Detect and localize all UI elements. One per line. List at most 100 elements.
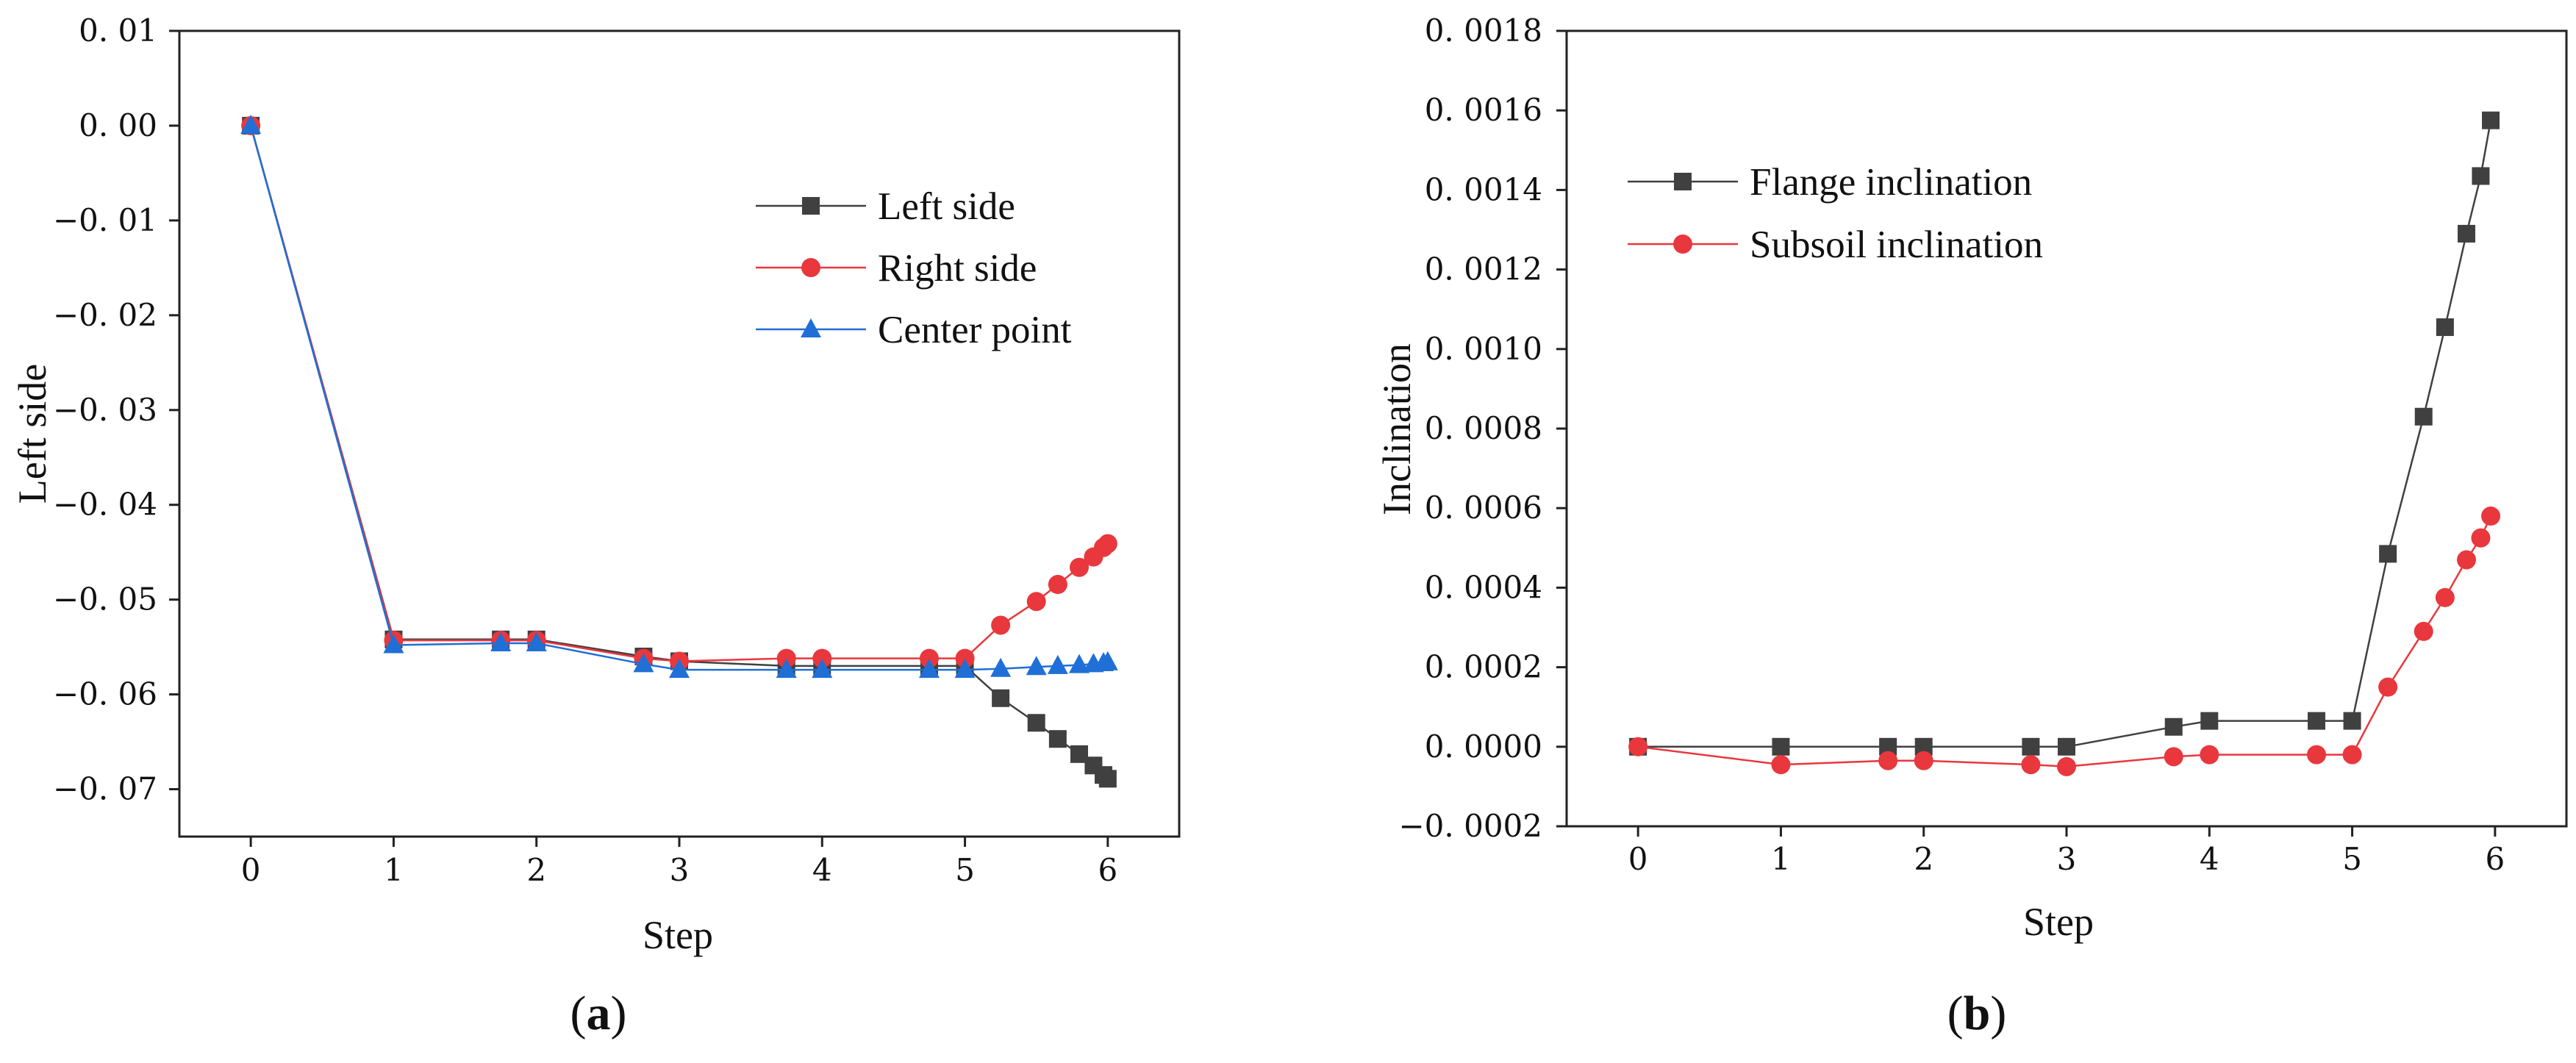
data-point bbox=[2308, 712, 2325, 730]
legend-marker bbox=[1673, 235, 1692, 254]
data-point bbox=[1070, 557, 1089, 577]
x-tick-label: 6 bbox=[1098, 852, 1117, 888]
x-tick-label: 3 bbox=[670, 852, 690, 888]
y-tick-label: −0. 05 bbox=[53, 581, 157, 618]
legend: Left side Right side Center point bbox=[756, 185, 1072, 351]
data-point bbox=[2471, 528, 2491, 548]
data-point bbox=[991, 615, 1011, 635]
series-subsoil-inclination bbox=[1628, 507, 2501, 776]
y-tick-label: 0. 0004 bbox=[1425, 569, 1542, 605]
y-tick-label: −0. 07 bbox=[53, 771, 157, 807]
data-point bbox=[2342, 745, 2362, 765]
data-point bbox=[2200, 745, 2219, 765]
data-point bbox=[1027, 714, 1045, 732]
data-point bbox=[2436, 318, 2454, 337]
y-tick-label: 0. 0006 bbox=[1425, 490, 1542, 526]
data-point bbox=[2021, 755, 2041, 775]
data-point bbox=[2307, 745, 2326, 765]
data-point bbox=[2378, 677, 2398, 697]
data-point bbox=[526, 631, 547, 651]
plot-frame bbox=[1565, 29, 2568, 828]
data-point bbox=[1048, 730, 1067, 748]
data-point bbox=[1026, 592, 1046, 612]
x-tick-label: 1 bbox=[384, 852, 404, 888]
x-tick-label: 5 bbox=[2342, 841, 2362, 877]
y-tick-label: 0. 0014 bbox=[1425, 171, 1542, 207]
y-axis-label: Left side bbox=[10, 364, 54, 504]
caption-letter: a bbox=[587, 987, 611, 1040]
data-point bbox=[2022, 737, 2040, 756]
x-tick-label: 4 bbox=[2200, 841, 2219, 877]
legend-marker bbox=[801, 258, 820, 277]
data-point bbox=[955, 648, 975, 668]
data-point bbox=[1048, 575, 1067, 595]
data-point bbox=[1771, 755, 1791, 775]
caption-close: ) bbox=[1990, 987, 2006, 1040]
data-point bbox=[2481, 507, 2501, 526]
data-point bbox=[2482, 111, 2500, 129]
data-point bbox=[1772, 737, 1790, 756]
data-point bbox=[2164, 747, 2183, 767]
y-tick-label: −0. 02 bbox=[53, 297, 157, 333]
legend-marker bbox=[1674, 173, 1692, 190]
y-tick-label: 0. 01 bbox=[79, 12, 157, 49]
caption-close: ) bbox=[611, 987, 627, 1040]
data-point bbox=[2057, 756, 2076, 776]
data-point bbox=[2414, 621, 2433, 641]
caption-open: ( bbox=[570, 987, 587, 1040]
data-point bbox=[490, 631, 512, 651]
data-point bbox=[2458, 224, 2475, 243]
y-tick-label: 0. 0010 bbox=[1425, 331, 1542, 367]
data-point bbox=[2472, 167, 2490, 185]
panel-caption: (a) bbox=[570, 987, 627, 1040]
data-point bbox=[1914, 751, 1933, 770]
y-tick-label: −0. 01 bbox=[53, 202, 157, 238]
data-point bbox=[669, 659, 690, 679]
x-tick-label: 6 bbox=[2485, 841, 2505, 877]
x-tick-label: 1 bbox=[1771, 841, 1791, 877]
legend-marker bbox=[801, 318, 821, 337]
y-tick-label: −0. 04 bbox=[53, 487, 157, 523]
legend-label: Center point bbox=[878, 309, 1072, 351]
caption-letter: b bbox=[1964, 987, 1991, 1040]
data-point bbox=[2200, 712, 2219, 730]
data-point bbox=[2058, 737, 2075, 756]
legend-marker bbox=[802, 197, 820, 215]
data-point bbox=[1069, 654, 1090, 673]
y-tick-label: 0. 0000 bbox=[1425, 729, 1542, 765]
x-axis-label: Step bbox=[643, 913, 713, 957]
data-point bbox=[919, 659, 940, 679]
legend-label: Left side bbox=[878, 185, 1015, 228]
data-point bbox=[990, 657, 1012, 677]
x-tick-label: 4 bbox=[812, 852, 832, 888]
series-line bbox=[1637, 515, 2492, 768]
y-tick-label: −0. 03 bbox=[53, 392, 157, 428]
x-tick-label: 0 bbox=[1628, 841, 1648, 877]
legend: Flange inclination Subsoil inclination bbox=[1628, 161, 2043, 266]
data-point bbox=[2414, 407, 2433, 426]
y-tick-label: 0. 00 bbox=[79, 107, 157, 143]
caption-open: ( bbox=[1947, 987, 1964, 1040]
y-tick-label: 0. 0002 bbox=[1425, 649, 1542, 685]
data-point bbox=[776, 659, 797, 679]
chart-panel-b: 0. 0018 0. 0016 0. 0014 0. 0012 0. 0010 0. 00… bbox=[1375, 12, 2568, 1040]
y-tick-label: −0. 06 bbox=[53, 676, 157, 712]
x-tick-label: 2 bbox=[526, 852, 546, 888]
legend-label: Subsoil inclination bbox=[1750, 223, 2043, 266]
legend-label: Flange inclination bbox=[1750, 161, 2032, 204]
x-tick-label: 2 bbox=[1914, 841, 1933, 877]
data-point bbox=[1026, 656, 1047, 676]
series-flange-inclination bbox=[1629, 111, 2500, 756]
data-point bbox=[2435, 587, 2455, 607]
data-point bbox=[1628, 737, 1648, 756]
data-point bbox=[992, 689, 1010, 707]
data-point bbox=[2457, 550, 2476, 570]
data-point bbox=[2379, 545, 2397, 563]
y-tick-label: 0. 0012 bbox=[1425, 251, 1542, 287]
data-point bbox=[920, 648, 939, 668]
y-tick-label: 0. 0018 bbox=[1425, 12, 1542, 49]
data-point bbox=[2164, 717, 2183, 736]
data-point bbox=[633, 653, 654, 673]
data-point bbox=[954, 659, 976, 679]
